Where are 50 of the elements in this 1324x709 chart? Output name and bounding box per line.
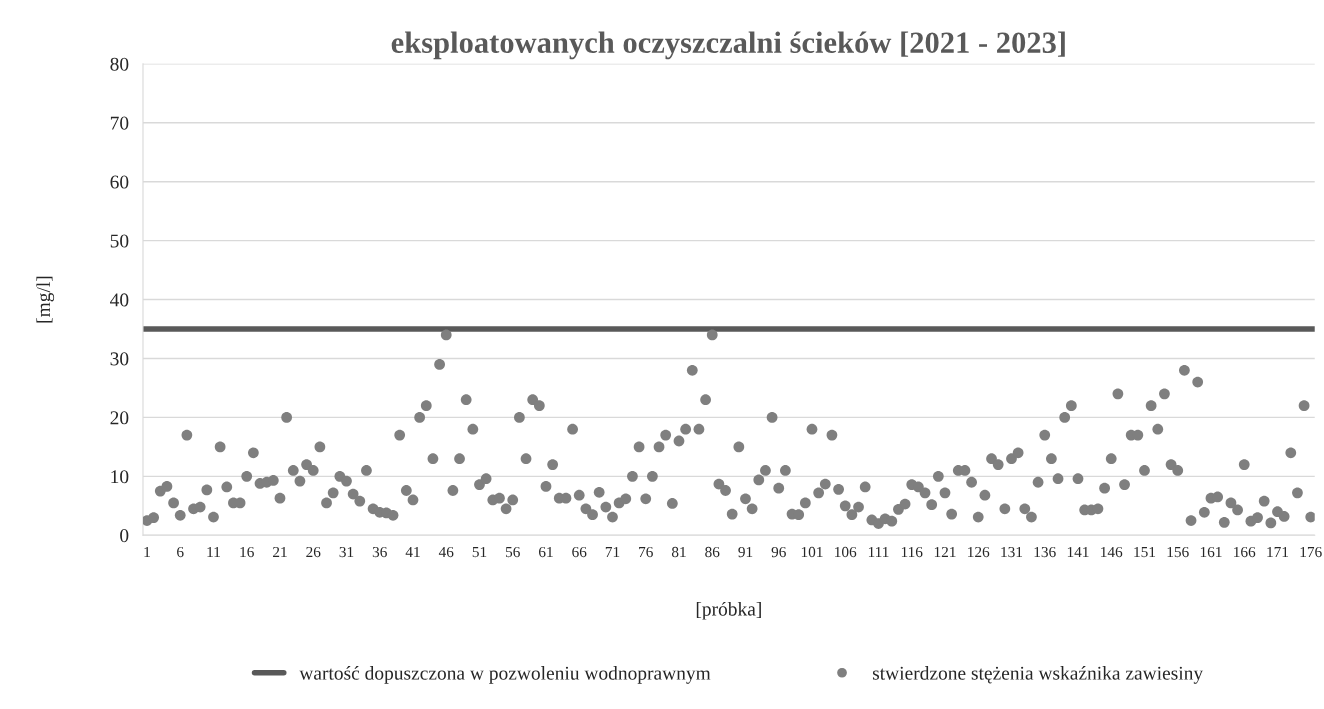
x-tick-label: 26	[306, 546, 321, 558]
x-tick-label: 61	[539, 546, 553, 558]
x-tick-label: 36	[372, 546, 387, 558]
x-tick-label: 116	[901, 546, 923, 558]
legend-label: stwierdzone stężenia wskaźnika zawiesiny	[872, 666, 1204, 684]
x-tick-label: 101	[801, 546, 823, 558]
x-tick-label: 1	[144, 546, 150, 558]
y-tick-label: 50	[110, 234, 129, 248]
x-tick-label: 156	[1167, 546, 1189, 558]
x-tick-label: 131	[1001, 546, 1023, 558]
y-tick-label: 60	[110, 175, 129, 189]
y-axis-title: [mg/l]	[36, 276, 55, 323]
x-tick-label: 141	[1067, 546, 1089, 558]
x-tick-label: 96	[771, 546, 786, 558]
x-tick-label: 111	[868, 546, 889, 558]
legend-label: wartość dopuszczona w pozwoleniu wodnoprawnym	[299, 666, 711, 684]
x-tick-label: 161	[1200, 546, 1222, 558]
x-tick-label: 6	[177, 546, 184, 558]
chart-title: eksploatowanych oczyszczalni ścieków [2021 - 2023]	[391, 31, 1065, 60]
x-tick-label: 126	[968, 546, 990, 558]
y-tick-label: 0	[120, 529, 129, 543]
x-tick-label: 176	[1300, 546, 1322, 558]
y-tick-label: 70	[110, 116, 129, 130]
x-tick-label: 136	[1034, 546, 1056, 558]
y-tick-label: 40	[110, 293, 129, 307]
x-tick-label: 76	[639, 546, 653, 558]
x-tick-label: 81	[671, 546, 686, 558]
x-tick-label: 91	[738, 546, 753, 558]
y-tick-label: 10	[111, 470, 129, 484]
x-tick-label: 106	[835, 546, 857, 558]
y-tick-label: 30	[110, 352, 129, 366]
x-tick-label: 146	[1101, 546, 1123, 558]
x-tick-label: 11	[207, 546, 220, 558]
x-tick-label: 121	[934, 546, 956, 558]
x-tick-label: 71	[605, 546, 620, 558]
x-tick-label: 56	[505, 546, 520, 558]
x-tick-label: 21	[273, 546, 287, 558]
y-tick-label: 80	[110, 57, 129, 71]
x-tick-label: 171	[1267, 546, 1289, 558]
y-tick-label: 20	[110, 411, 129, 425]
x-tick-label: 31	[339, 546, 354, 558]
x-tick-label: 41	[405, 546, 420, 558]
x-axis-title: [próbka]	[696, 601, 761, 620]
x-tick-label: 151	[1134, 546, 1156, 558]
x-tick-label: 66	[572, 546, 587, 558]
x-tick-label: 166	[1234, 546, 1256, 558]
x-tick-label: 16	[240, 546, 254, 558]
x-tick-label: 46	[438, 546, 454, 558]
x-tick-label: 51	[472, 546, 487, 558]
x-tick-label: 86	[705, 546, 720, 558]
